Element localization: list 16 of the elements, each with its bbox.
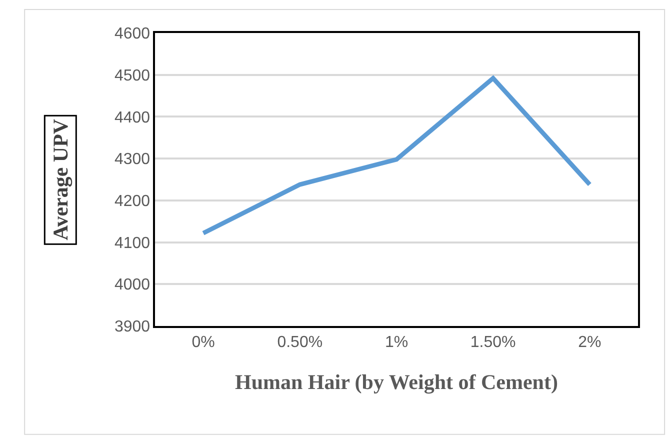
y-tick-label: 4100 xyxy=(114,234,150,252)
y-tick-label: 4600 xyxy=(114,26,150,43)
y-tick-label: 4500 xyxy=(114,67,150,84)
y-axis-title: Average UPV xyxy=(48,118,72,240)
x-axis-title: Human Hair (by Weight of Cement) xyxy=(235,370,558,394)
y-tick-label: 4200 xyxy=(114,193,150,210)
y-tick-label: 4300 xyxy=(114,151,150,168)
y-tick-label: 3900 xyxy=(114,318,150,336)
y-tick-label: 4000 xyxy=(114,276,150,294)
y-tick-label: 4400 xyxy=(114,109,150,126)
x-tick-label: 0.50% xyxy=(277,334,323,351)
x-tick-label: 2% xyxy=(578,334,602,351)
x-tick-label: 1% xyxy=(384,334,408,351)
line-series xyxy=(201,76,592,236)
x-tick-label: 1.50% xyxy=(470,334,516,351)
x-tick-label: 0% xyxy=(192,334,215,351)
